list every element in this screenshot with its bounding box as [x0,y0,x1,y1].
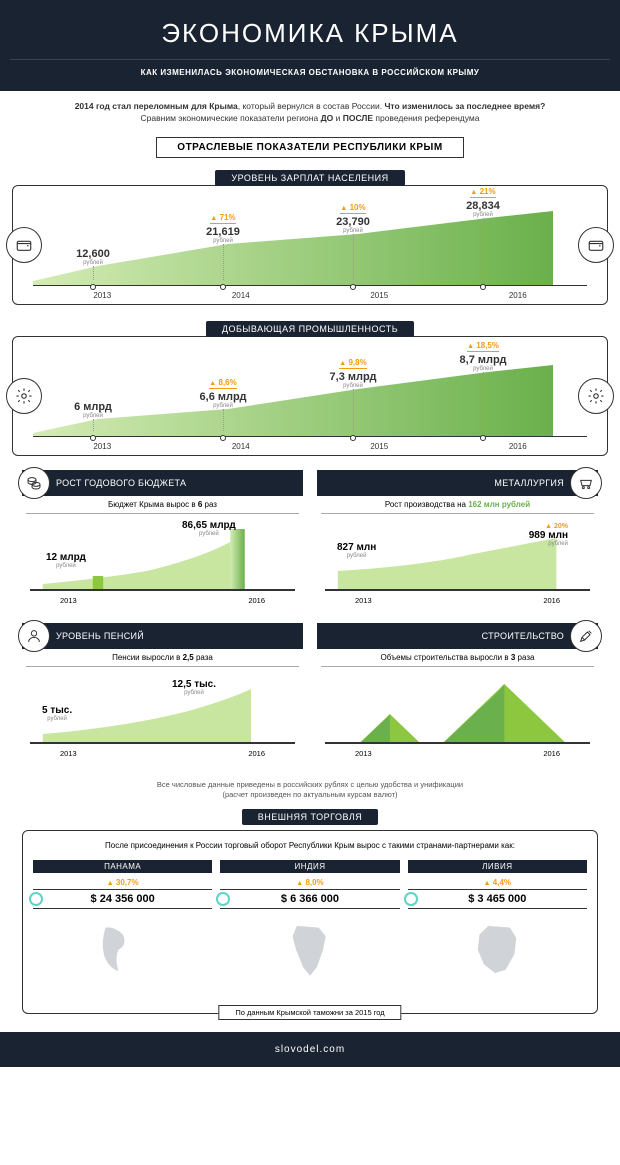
pension-left: 5 тыс.рублей [42,705,72,722]
country-pct: ▲ 8,0% [220,878,399,887]
country-map [408,915,587,985]
metal-left: 827 млнрублей [337,542,376,559]
construction-sub: Объемы строительства выросли в 3 раза [321,649,594,667]
salary-point: ▲ 21%28,834рублей [443,187,523,290]
mining-point: ▲ 9,8%7,3 млрдрублей [313,358,393,441]
salary-point: ▲ 71%21,619рублей [183,213,263,290]
coins-icon [18,467,50,499]
mining-title: ДОБЫВАЮЩАЯ ПРОМЫШЛЕННОСТЬ [206,321,414,337]
metal-sub: Рост производства на 162 млн рублей [321,496,594,514]
trade-panel: После присоединения к России торговый об… [22,830,598,1013]
wallet-icon [6,227,42,263]
site-footer: slovodel.com [0,1032,620,1067]
construction-area [317,669,598,744]
country-pct: ▲ 4,4% [408,878,587,887]
intro-text: 2014 год стал переломным для Крыма, кото… [0,91,620,131]
pension-right: 12,5 тыс.рублей [172,679,216,696]
budget-sub: Бюджет Крыма вырос в 6 раз [26,496,299,514]
mining-point: 6 млрдрублей [53,401,133,441]
salary-point: 12,600рублей [53,248,133,290]
budget-left: 12 млрдрублей [46,552,86,569]
budget-right: 86,65 млрдрублей [182,520,236,537]
mining-point: ▲ 8,6%6,6 млрдрублей [183,378,263,441]
country-value: $ 3 465 000 [408,889,587,909]
country-name: ИНДИЯ [220,860,399,873]
salary-title: УРОВЕНЬ ЗАРПЛАТ НАСЕЛЕНИЯ [215,170,404,186]
country-name: ПАНАМА [33,860,212,873]
footnote: Все числовые данные приведены в российск… [0,776,620,804]
salary-chart: 12,600рублей ▲ 71%21,619рублей ▲ 10%23,790… [12,185,608,305]
metal-panel: МЕТАЛЛУРГИЯ Рост производства на 162 млн… [317,470,598,609]
country-map [220,915,399,985]
pension-sub: Пенсии выросли в 2,5 раза [26,649,299,667]
page-subtitle: КАК ИЗМЕНИЛАСЬ ЭКОНОМИЧЕСКАЯ ОБСТАНОВКА … [10,68,610,77]
trade-col: ЛИВИЯ ▲ 4,4% $ 3 465 000 [408,860,587,985]
budget-panel: РОСТ ГОДОВОГО БЮДЖЕТА Бюджет Крыма вырос… [22,470,303,609]
pension-title: УРОВЕНЬ ПЕНСИЙ [22,631,303,641]
country-map [33,915,212,985]
trade-intro: После присоединения к России торговый об… [33,839,587,859]
country-value: $ 24 356 000 [33,889,212,909]
trade-footer: По данным Крымской таможни за 2015 год [218,1005,401,1020]
salary-point: ▲ 10%23,790рублей [313,203,393,290]
trade-col: ПАНАМА ▲ 30,7% $ 24 356 000 [33,860,212,985]
country-name: ЛИВИЯ [408,860,587,873]
metal-title: МЕТАЛЛУРГИЯ [317,478,598,488]
tools-icon [570,620,602,652]
wallet-icon [578,227,614,263]
mining-chart: 6 млрдрублей ▲ 8,6%6,6 млрдрублей ▲ 9,8%7,… [12,336,608,456]
metal-right: ▲ 20%989 млнрублей [529,523,568,547]
country-value: $ 6 366 000 [220,889,399,909]
cart-icon [570,467,602,499]
pension-panel: УРОВЕНЬ ПЕНСИЙ Пенсии выросли в 2,5 раза… [22,623,303,762]
gear-icon [6,378,42,414]
country-pct: ▲ 30,7% [33,878,212,887]
construction-title: СТРОИТЕЛЬСТВО [317,631,598,641]
header: ЭКОНОМИКА КРЫМА КАК ИЗМЕНИЛАСЬ ЭКОНОМИЧЕ… [0,0,620,91]
section-title-wrap: ОТРАСЛЕВЫЕ ПОКАЗАТЕЛИ РЕСПУБЛИКИ КРЫМ [0,137,620,158]
trade-title: ВНЕШНЯЯ ТОРГОВЛЯ [242,809,379,825]
gear-icon [578,378,614,414]
section-title: ОТРАСЛЕВЫЕ ПОКАЗАТЕЛИ РЕСПУБЛИКИ КРЫМ [156,137,463,158]
budget-title: РОСТ ГОДОВОГО БЮДЖЕТА [22,478,303,488]
page-title: ЭКОНОМИКА КРЫМА [10,18,610,60]
mining-point: ▲ 18,5%8,7 млрдрублей [443,341,523,441]
construction-panel: СТРОИТЕЛЬСТВО Объемы строительства вырос… [317,623,598,762]
trade-col: ИНДИЯ ▲ 8,0% $ 6 366 000 [220,860,399,985]
person-icon [18,620,50,652]
